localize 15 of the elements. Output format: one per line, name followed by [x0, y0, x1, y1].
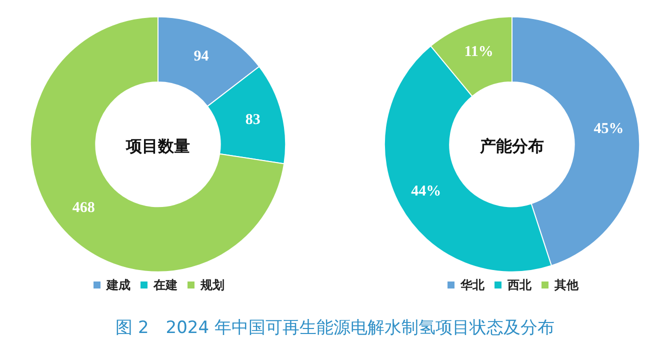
- caption: 图 2 2024 年中国可再生能源电解水制氢项目状态及分布: [114, 317, 556, 339]
- legend-label: 规划: [200, 278, 224, 292]
- data-label: 11%: [464, 44, 494, 60]
- legend-label: 西北: [506, 278, 532, 292]
- legend-label: 在建: [152, 278, 178, 292]
- data-label: 94: [194, 48, 210, 64]
- text: 产能分布: [479, 138, 544, 156]
- data-label: 45%: [594, 120, 624, 137]
- legend-label: 华北: [460, 278, 486, 292]
- data-label: 468: [72, 200, 95, 216]
- legend-label: 建成: [106, 278, 130, 292]
- data-label: 83: [245, 112, 260, 128]
- data-label: 44%: [411, 184, 442, 200]
- legend-label: 其他: [554, 278, 580, 292]
- text: 项目数量: [125, 138, 190, 156]
